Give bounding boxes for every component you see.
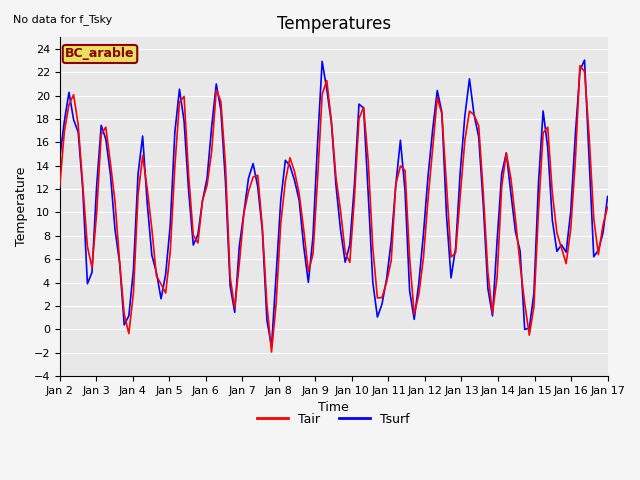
Title: Temperatures: Temperatures (276, 15, 391, 33)
Tair (604, 204, 611, 210)
Line: Tsurf: Tsurf (60, 60, 607, 347)
X-axis label: Time: Time (318, 401, 349, 414)
Tair (595, 252, 602, 257)
Tsurf (595, 247, 602, 253)
Tsurf (438, 109, 445, 115)
Tair (56, 183, 63, 189)
Line: Tair: Tair (60, 66, 607, 352)
Tsurf (56, 155, 63, 161)
Text: No data for f_Tsky: No data for f_Tsky (13, 14, 112, 25)
Tair (493, 275, 501, 280)
Tair (204, 182, 211, 188)
Tsurf (204, 175, 211, 181)
Text: BC_arable: BC_arable (65, 48, 135, 60)
Tair (268, 349, 275, 355)
Tsurf (493, 238, 501, 244)
Tsurf (580, 57, 588, 63)
Tair (171, 163, 179, 169)
Tair (438, 111, 445, 117)
Tair (576, 63, 584, 69)
Tsurf (604, 193, 611, 199)
Tsurf (268, 344, 275, 349)
Tsurf (171, 129, 179, 135)
Y-axis label: Temperature: Temperature (15, 167, 28, 246)
Tair (364, 157, 372, 163)
Legend: Tair, Tsurf: Tair, Tsurf (252, 408, 415, 431)
Tsurf (364, 191, 372, 197)
